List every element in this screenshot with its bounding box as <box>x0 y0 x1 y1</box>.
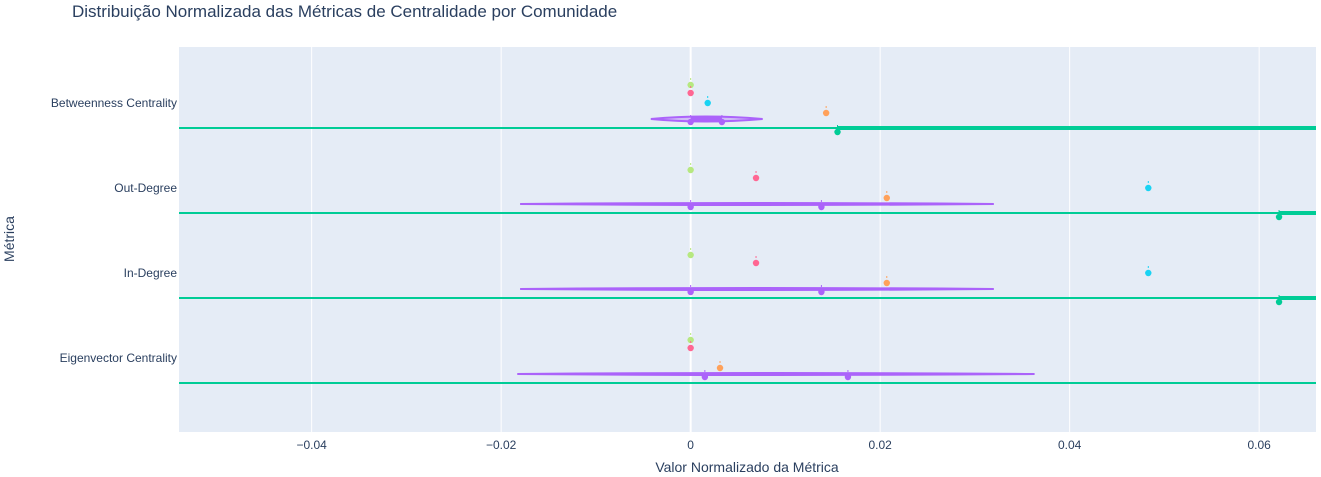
data-point <box>687 344 694 352</box>
data-point <box>752 174 760 182</box>
chart-title: Distribuição Normalizada das Métricas de… <box>72 2 617 21</box>
data-point <box>687 251 694 259</box>
data-point <box>687 89 694 97</box>
data-point <box>883 279 890 287</box>
data-point <box>687 166 694 174</box>
violins <box>179 115 1316 384</box>
data-point <box>716 364 724 372</box>
green-violin-betweenness-centrality <box>837 126 1316 130</box>
data-point <box>718 118 726 126</box>
data-point <box>844 373 852 381</box>
data-point <box>687 336 694 344</box>
y-tick-label-out-degree: Out-Degree <box>114 181 177 195</box>
y-tick-label-in-degree: In-Degree <box>124 266 178 280</box>
x-tick-label: 0 <box>687 438 694 452</box>
x-axis-title: Valor Normalizado da Métrica <box>655 459 839 475</box>
x-tick-label: 0.06 <box>1247 438 1271 452</box>
data-point <box>1275 298 1283 306</box>
data-point <box>1145 269 1152 277</box>
data-point <box>687 118 694 126</box>
y-axis: Betweenness Centrality Out-Degree In-Degre… <box>51 96 177 365</box>
x-tick-label: −0.02 <box>486 438 517 452</box>
data-point <box>704 99 711 107</box>
data-point <box>701 373 709 381</box>
green-violin-in-degree <box>1279 296 1316 300</box>
y-axis-title: Métrica <box>1 216 17 262</box>
grid <box>311 47 1260 432</box>
data-point <box>1145 184 1152 192</box>
data-point <box>687 288 694 296</box>
x-tick-label: −0.04 <box>296 438 327 452</box>
data-point <box>818 203 825 211</box>
data-point <box>1275 213 1283 221</box>
green-violin-out-degree <box>1279 211 1316 215</box>
data-point <box>752 259 760 267</box>
y-tick-label-betweenness-centrality: Betweenness Centrality <box>51 96 177 110</box>
data-point <box>822 109 830 117</box>
data-point <box>834 128 841 136</box>
data-point <box>687 81 694 89</box>
y-tick-label-eigenvector-centrality: Eigenvector Centrality <box>60 351 177 365</box>
x-tick-label: 0.02 <box>868 438 892 452</box>
plot-area <box>179 47 1316 432</box>
data-point <box>818 288 825 296</box>
x-tick-label: 0.04 <box>1058 438 1082 452</box>
data-point <box>687 203 694 211</box>
data-point <box>883 194 890 202</box>
x-axis: −0.04 −0.02 0 0.02 0.04 0.06 <box>296 438 1271 452</box>
data-points <box>687 78 1283 381</box>
